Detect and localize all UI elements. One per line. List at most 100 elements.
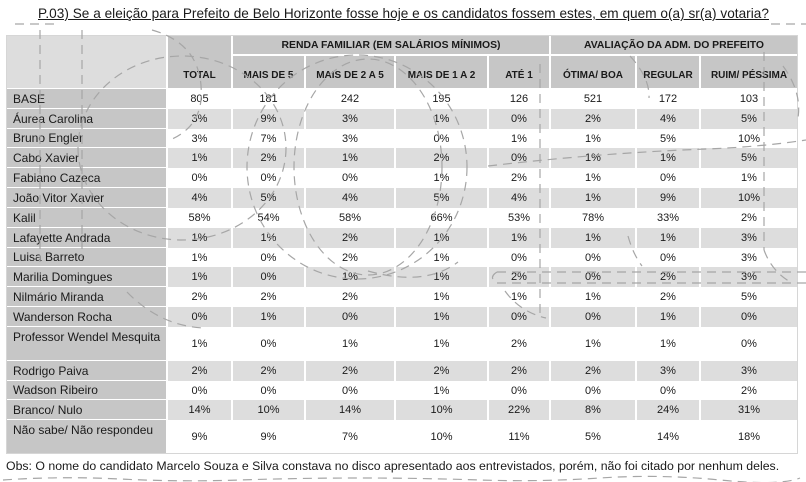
value-cell: 22% [489,400,551,420]
value-cell: 805 [168,89,233,109]
value-cell: 0% [233,248,306,267]
value-cell: 1% [701,168,797,188]
value-cell: 10% [233,400,306,420]
value-cell: 2% [396,361,489,381]
value-cell: 3% [701,248,797,267]
value-cell: 1% [637,148,701,168]
value-cell: 4% [637,109,701,129]
value-cell: 0% [306,168,396,188]
value-cell: 9% [637,188,701,208]
value-cell: 14% [306,400,396,420]
value-cell: 2% [637,267,701,287]
value-cell: 1% [637,307,701,327]
value-cell: 1% [637,327,701,361]
value-cell: 14% [168,400,233,420]
value-cell: 33% [637,208,701,228]
value-cell: 11% [489,420,551,453]
value-cell: 9% [168,420,233,453]
value-cell: 1% [396,287,489,307]
value-cell: 5% [551,420,637,453]
row-label: Não sabe/ Não respondeu [7,420,168,453]
value-cell: 2% [168,361,233,381]
value-cell: 0% [396,129,489,148]
value-cell: 2% [489,168,551,188]
value-cell: 3% [168,129,233,148]
value-cell: 4% [306,188,396,208]
value-cell: 1% [396,267,489,287]
row-label: Luisa Barreto [7,248,168,267]
value-cell: 1% [306,267,396,287]
column-header-otima-boa: ÓTIMA/ BOA [551,56,637,89]
value-cell: 1% [396,248,489,267]
value-cell: 2% [306,228,396,248]
value-cell: 0% [637,248,701,267]
value-cell: 1% [396,307,489,327]
value-cell: 3% [637,361,701,381]
value-cell: 1% [551,327,637,361]
value-cell: 1% [489,228,551,248]
value-cell: 1% [551,188,637,208]
value-cell: 8% [551,400,637,420]
value-cell: 0% [551,267,637,287]
group-header-avaliacao: AVALIAÇÃO DA ADM. DO PREFEITO [551,36,797,56]
value-cell: 1% [306,148,396,168]
row-label: Cabo Xavier [7,148,168,168]
value-cell: 242 [306,89,396,109]
value-cell: 195 [396,89,489,109]
value-cell: 1% [551,148,637,168]
row-label: Kalil [7,208,168,228]
value-cell: 0% [637,168,701,188]
value-cell: 3% [168,109,233,129]
value-cell: 3% [701,267,797,287]
value-cell: 0% [233,381,306,400]
value-cell: 0% [551,248,637,267]
column-header-regular: REGULAR [637,56,701,89]
value-cell: 0% [233,327,306,361]
value-cell: 10% [701,129,797,148]
value-cell: 1% [233,307,306,327]
value-cell: 10% [701,188,797,208]
value-cell: 58% [168,208,233,228]
value-cell: 7% [306,420,396,453]
value-cell: 2% [551,361,637,381]
value-cell: 521 [551,89,637,109]
value-cell: 1% [168,248,233,267]
value-cell: 2% [168,287,233,307]
value-cell: 0% [489,307,551,327]
value-cell: 14% [637,420,701,453]
value-cell: 2% [396,148,489,168]
row-label: Professor Wendel Mesquita [7,327,168,361]
question-title: P.03) Se a eleição para Prefeito de Belo… [38,6,769,21]
value-cell: 1% [489,287,551,307]
value-cell: 3% [701,228,797,248]
value-cell: 103 [701,89,797,109]
value-cell: 53% [489,208,551,228]
value-cell: 1% [637,228,701,248]
value-cell: 0% [168,381,233,400]
value-cell: 0% [168,168,233,188]
value-cell: 1% [489,129,551,148]
value-cell: 4% [489,188,551,208]
row-label: Wadson Ribeiro [7,381,168,400]
value-cell: 2% [637,287,701,307]
value-cell: 0% [306,381,396,400]
value-cell: 2% [233,148,306,168]
value-cell: 5% [701,148,797,168]
results-table: TOTAL RENDA FAMILIAR (EM SALÁRIOS MÍNIMO… [6,35,798,454]
row-label: Branco/ Nulo [7,400,168,420]
value-cell: 0% [306,307,396,327]
value-cell: 0% [637,381,701,400]
value-cell: 5% [233,188,306,208]
value-cell: 54% [233,208,306,228]
row-label: Wanderson Rocha [7,307,168,327]
value-cell: 181 [233,89,306,109]
value-cell: 0% [233,168,306,188]
value-cell: 3% [306,109,396,129]
value-cell: 1% [396,327,489,361]
value-cell: 18% [701,420,797,453]
value-cell: 2% [489,361,551,381]
value-cell: 10% [396,420,489,453]
value-cell: 0% [551,381,637,400]
value-cell: 2% [306,361,396,381]
